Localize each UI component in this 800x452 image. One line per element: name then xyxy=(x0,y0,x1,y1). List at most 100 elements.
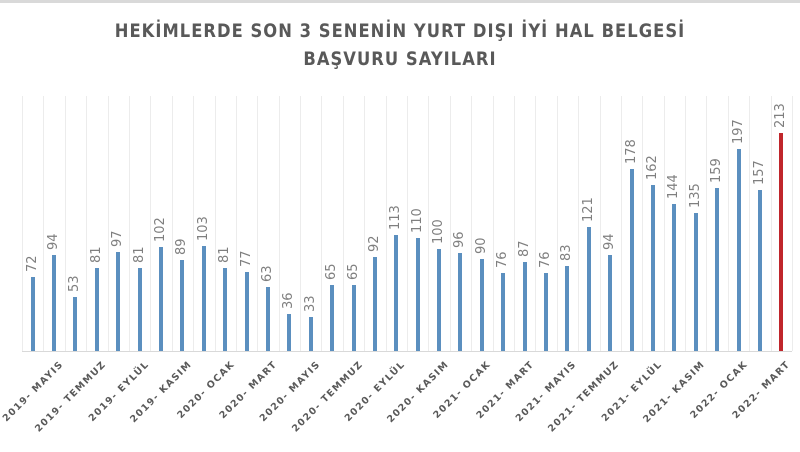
gridline xyxy=(300,96,301,351)
gridline xyxy=(471,96,472,351)
bar xyxy=(544,273,549,351)
bar xyxy=(223,268,228,351)
gridline xyxy=(407,96,408,351)
bar xyxy=(415,238,420,351)
bar xyxy=(586,227,591,351)
gridline xyxy=(642,96,643,351)
data-label: 121 xyxy=(580,197,596,223)
bar xyxy=(501,273,506,351)
chart-title: HEKİMLERDE SON 3 SENENİN YURT DIŞI İYİ H… xyxy=(114,20,686,42)
x-tick-label: 2020- TEMMUZ xyxy=(289,359,366,435)
bar xyxy=(565,266,570,351)
gridline xyxy=(321,96,322,351)
data-label: 65 xyxy=(345,262,361,280)
data-label: 157 xyxy=(751,160,767,186)
gridline xyxy=(172,96,173,351)
data-label: 113 xyxy=(388,205,404,231)
data-label: 162 xyxy=(644,155,660,181)
gridline xyxy=(364,96,365,351)
bar xyxy=(116,251,121,351)
bar xyxy=(672,203,677,351)
gridline xyxy=(535,96,536,351)
gridline xyxy=(600,96,601,351)
gridline xyxy=(279,96,280,351)
data-label: 81 xyxy=(217,246,233,264)
data-label: 87 xyxy=(516,240,532,257)
gridline xyxy=(257,96,258,351)
data-label: 102 xyxy=(153,216,169,242)
bar xyxy=(693,212,698,351)
gridline xyxy=(215,96,216,351)
data-label: 72 xyxy=(24,255,40,273)
data-label: 77 xyxy=(238,250,254,268)
bar xyxy=(52,254,57,351)
data-label: 94 xyxy=(46,233,62,250)
bar xyxy=(351,284,356,351)
x-axis-line xyxy=(22,351,792,352)
data-label: 81 xyxy=(131,246,147,264)
gridline xyxy=(129,96,130,351)
data-label: 135 xyxy=(687,183,703,208)
data-label: 90 xyxy=(473,237,489,254)
data-label: 63 xyxy=(259,265,275,282)
bar xyxy=(458,252,463,351)
gridline xyxy=(150,96,151,351)
bar xyxy=(137,268,142,351)
gridline xyxy=(65,96,66,351)
bar xyxy=(479,258,484,351)
gridline xyxy=(22,96,23,351)
bar xyxy=(372,256,377,351)
bar xyxy=(330,284,335,351)
data-label: 110 xyxy=(409,208,425,234)
gridline xyxy=(108,96,109,351)
gridline xyxy=(43,96,44,351)
gridline xyxy=(514,96,515,351)
data-label: 159 xyxy=(709,158,725,184)
bar xyxy=(94,268,99,351)
data-label: 81 xyxy=(88,246,104,264)
bar xyxy=(180,259,185,351)
data-label: 76 xyxy=(538,251,554,269)
bar xyxy=(715,188,720,351)
bar xyxy=(244,272,249,351)
bar xyxy=(265,286,270,351)
gridline xyxy=(578,96,579,351)
bar xyxy=(650,185,655,351)
gridline xyxy=(428,96,429,351)
gridline xyxy=(706,96,707,351)
data-label: 53 xyxy=(67,275,83,292)
x-tick-label: 2019- TEMMUZ xyxy=(33,359,109,435)
data-label: 83 xyxy=(559,244,575,262)
gridline xyxy=(664,96,665,351)
gridline xyxy=(193,96,194,351)
gridline xyxy=(386,96,387,351)
bar xyxy=(736,149,741,351)
gridline xyxy=(493,96,494,351)
top-border xyxy=(0,0,800,3)
chart-subtitle: BAŞVURU SAYILARI xyxy=(303,48,497,70)
data-label: 94 xyxy=(602,233,618,250)
data-label: 33 xyxy=(302,295,318,313)
data-label: 76 xyxy=(495,251,511,269)
bar xyxy=(394,235,399,351)
bar xyxy=(757,190,762,351)
bar xyxy=(73,296,78,351)
data-label: 97 xyxy=(110,230,126,247)
bar xyxy=(437,248,442,351)
bar xyxy=(201,245,206,351)
data-label: 96 xyxy=(452,231,468,248)
gridline xyxy=(792,96,793,351)
data-label: 213 xyxy=(773,103,789,129)
data-label: 144 xyxy=(666,173,682,199)
data-label: 100 xyxy=(431,218,447,244)
bar xyxy=(779,133,784,351)
data-label: 103 xyxy=(195,215,211,241)
gridline xyxy=(771,96,772,351)
gridline xyxy=(343,96,344,351)
data-label: 92 xyxy=(366,235,382,252)
data-label: 89 xyxy=(174,238,190,255)
data-label: 178 xyxy=(623,139,639,164)
bar xyxy=(308,317,313,351)
bar xyxy=(608,254,613,351)
